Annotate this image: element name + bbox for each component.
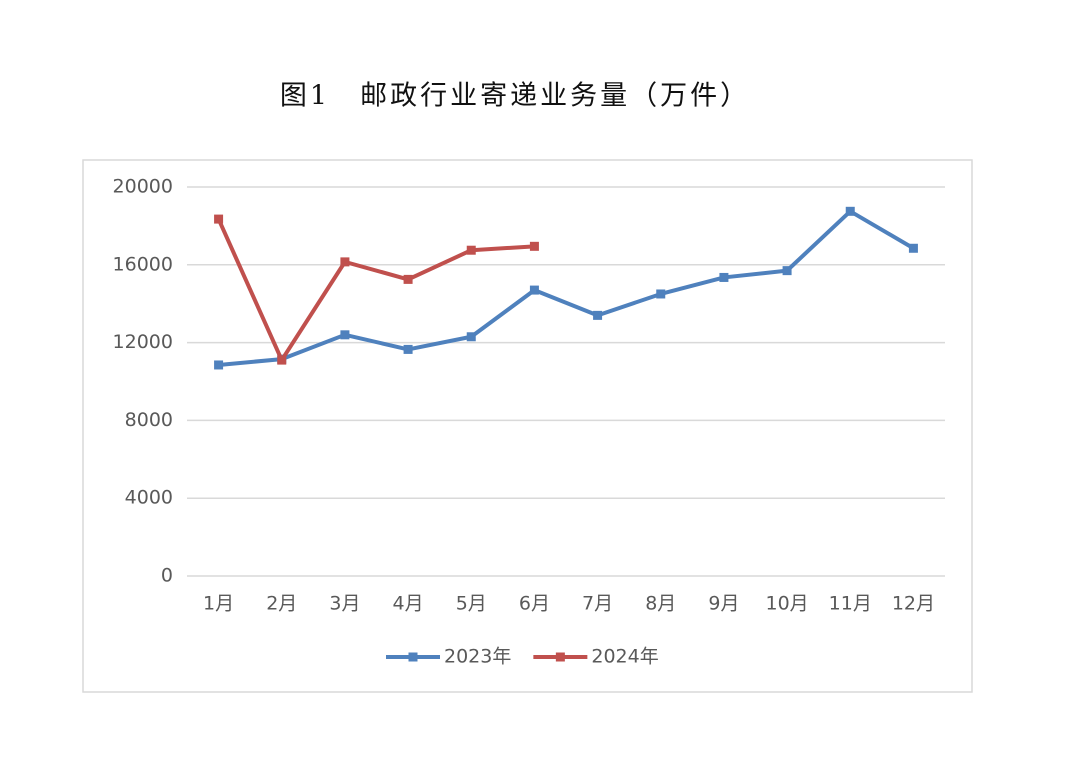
legend-label: 2024年: [591, 646, 658, 668]
y-tick-label: 8000: [125, 409, 173, 431]
point-marker: [466, 245, 476, 255]
legend-marker: [408, 652, 418, 662]
point-marker: [529, 285, 539, 295]
series-line: [218, 209, 915, 367]
x-tick-label: 10月: [765, 593, 808, 615]
point-marker: [656, 289, 666, 299]
point-marker: [403, 274, 413, 284]
x-tick-label: 7月: [582, 593, 613, 615]
point-marker: [214, 214, 224, 224]
x-tick-label: 8月: [645, 593, 676, 615]
y-tick-label: 0: [161, 565, 173, 587]
legend-label: 2023年: [444, 646, 511, 668]
point-marker: [340, 330, 350, 340]
point-marker: [214, 360, 224, 370]
series-line: [216, 218, 535, 363]
x-tick-label: 11月: [829, 593, 872, 615]
point-marker: [277, 355, 287, 365]
x-tick-label: 6月: [519, 593, 550, 615]
point-marker: [593, 310, 603, 320]
x-tick-label: 1月: [203, 593, 234, 615]
point-marker: [719, 272, 729, 282]
point-marker: [340, 257, 350, 267]
y-tick-label: 20000: [113, 176, 173, 198]
chart-frame: [82, 159, 973, 693]
legend-marker: [555, 652, 565, 662]
chart-title: 图1 邮政行业寄递业务量（万件）: [280, 81, 750, 112]
x-tick-label: 2月: [266, 593, 297, 615]
point-marker: [466, 332, 476, 342]
point-marker: [529, 241, 539, 251]
point-marker: [782, 266, 792, 276]
y-tick-label: 4000: [125, 487, 173, 509]
x-tick-label: 9月: [708, 593, 739, 615]
y-tick-label: 12000: [113, 331, 173, 353]
x-tick-label: 4月: [393, 593, 424, 615]
point-marker: [908, 243, 918, 253]
y-tick-label: 16000: [113, 253, 173, 275]
x-tick-label: 5月: [456, 593, 487, 615]
point-marker: [845, 206, 855, 216]
x-tick-label: 3月: [329, 593, 360, 615]
point-marker: [403, 344, 413, 354]
x-tick-label: 12月: [892, 593, 935, 615]
